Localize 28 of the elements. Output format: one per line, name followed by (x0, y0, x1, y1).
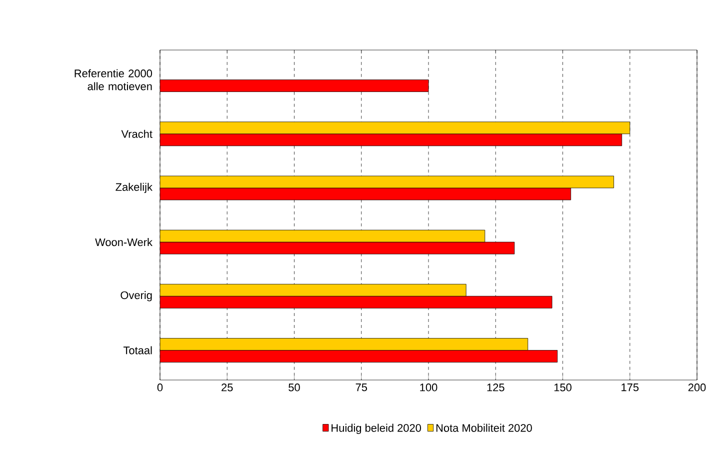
bar (160, 122, 630, 134)
y-tick-label: Woon-Werk (95, 238, 152, 246)
bar (160, 350, 558, 362)
x-tick-label: 50 (288, 384, 300, 392)
legend-label: Huidig beleid 2020 (332, 424, 421, 434)
bar (160, 296, 552, 308)
y-tick-label: Zakelijk (116, 182, 152, 194)
x-tick-label: 75 (356, 384, 367, 392)
x-tick-label: 0 (157, 384, 163, 392)
bar (160, 338, 528, 350)
x-tick-label: 25 (222, 384, 233, 392)
x-tick-label: 200 (688, 384, 706, 392)
x-tick-label: 175 (622, 384, 639, 392)
y-tick-label: Vracht (121, 130, 152, 138)
bar (160, 176, 614, 188)
y-tick-label: Overig (120, 291, 152, 302)
y-tick-label: Referentie 2000 alle motieven (74, 69, 152, 90)
bar (160, 188, 572, 200)
bar (160, 284, 466, 296)
x-tick-label: 150 (554, 384, 572, 392)
legend-label: Nota Mobiliteit 2020 (436, 424, 532, 432)
bar (160, 134, 622, 146)
x-tick-label: 100 (420, 384, 438, 392)
bar (160, 242, 515, 254)
y-tick-label: Totaal (123, 346, 152, 354)
bar (160, 80, 429, 92)
bar (160, 230, 486, 242)
x-tick-label: 125 (487, 384, 504, 392)
